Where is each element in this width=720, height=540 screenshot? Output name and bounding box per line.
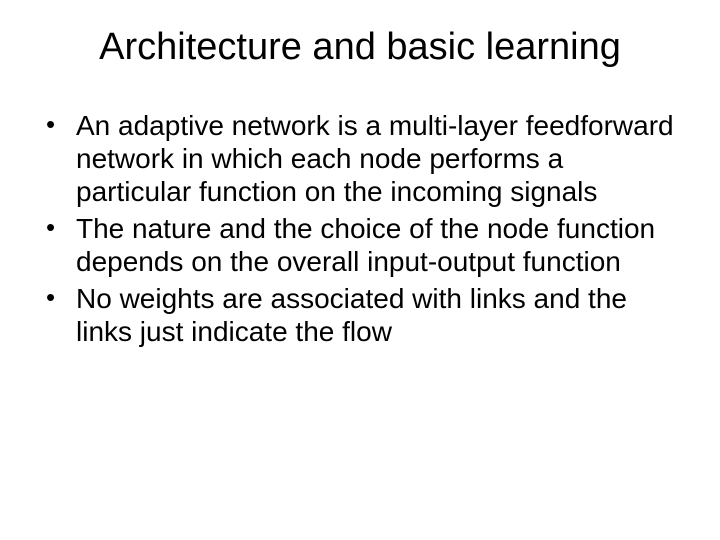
slide: Architecture and basic learning An adapt… <box>0 0 720 540</box>
bullet-list: An adaptive network is a multi-layer fee… <box>36 109 684 348</box>
bullet-item: No weights are associated with links and… <box>40 282 680 348</box>
bullet-item: The nature and the choice of the node fu… <box>40 212 680 278</box>
slide-title: Architecture and basic learning <box>36 26 684 69</box>
bullet-item: An adaptive network is a multi-layer fee… <box>40 109 680 208</box>
